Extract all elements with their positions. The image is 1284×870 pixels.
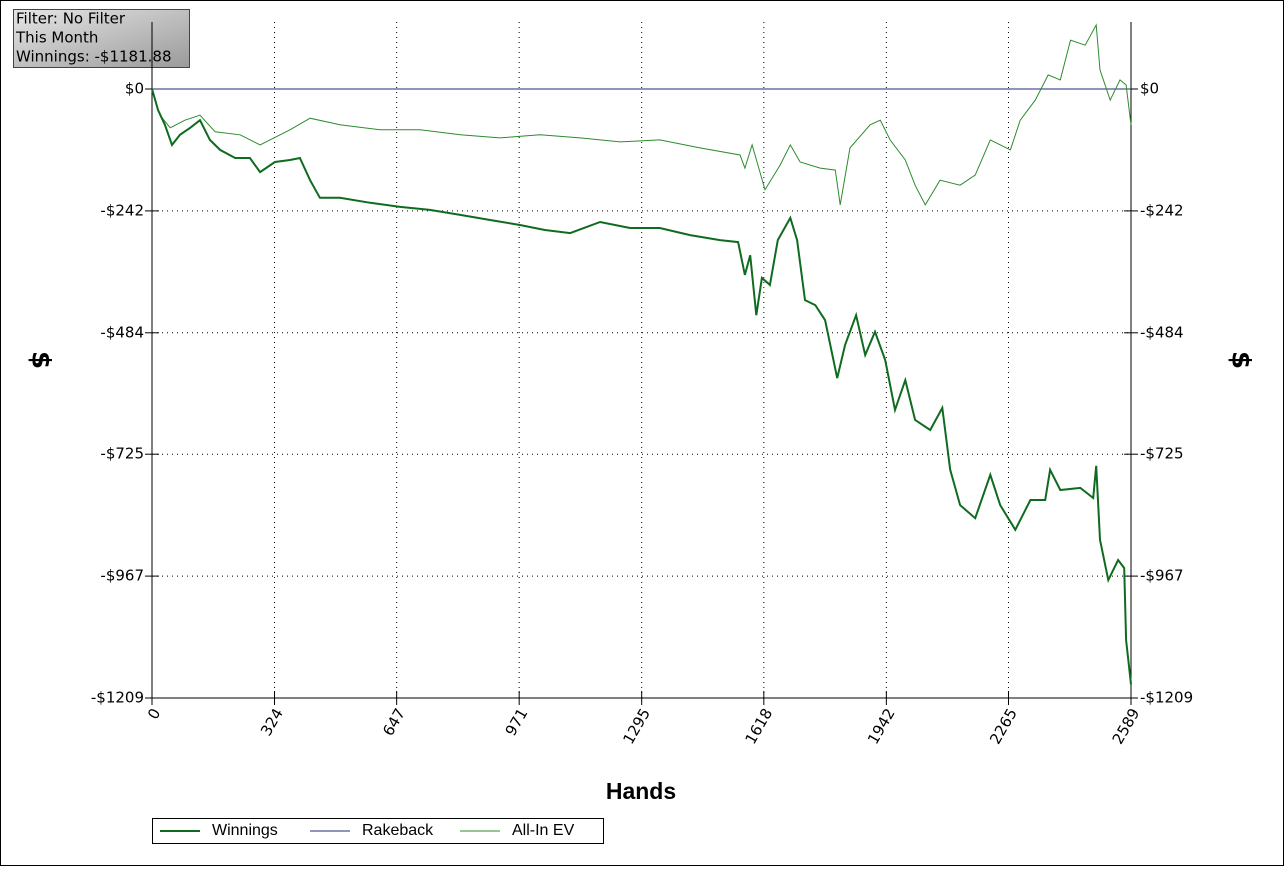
info-line: This Month — [15, 29, 98, 47]
y2-tick-label: -$484 — [1140, 323, 1184, 341]
y2-tick-label: -$725 — [1140, 445, 1184, 463]
y-tick-label: -$1209 — [91, 689, 144, 707]
y-tick-label: -$484 — [100, 323, 144, 341]
y2-tick-label: $0 — [1140, 79, 1159, 97]
info-line: Winnings: -$1181.88 — [16, 48, 172, 66]
y-tick-label: -$725 — [100, 445, 144, 463]
y2-tick-label: -$242 — [1140, 201, 1184, 219]
y-tick-label: -$242 — [100, 201, 144, 219]
y2-axis-title: $ — [1226, 351, 1256, 369]
legend — [152, 818, 604, 844]
info-box — [13, 9, 190, 68]
info-line: Filter: No Filter — [16, 10, 126, 28]
series-line — [151, 23, 1132, 206]
y2-tick-label: -$1209 — [1140, 689, 1193, 707]
legend-label: Winnings — [212, 822, 278, 839]
legend-label: All-In EV — [512, 822, 575, 839]
x-axis-title: Hands — [606, 778, 676, 804]
y2-tick-label: -$967 — [1140, 567, 1184, 585]
y-axis-title: $ — [26, 351, 56, 369]
y-tick-label: $0 — [125, 79, 144, 97]
y-tick-label: -$967 — [100, 567, 144, 585]
series-line — [151, 88, 1132, 685]
legend-label: Rakeback — [362, 822, 434, 839]
